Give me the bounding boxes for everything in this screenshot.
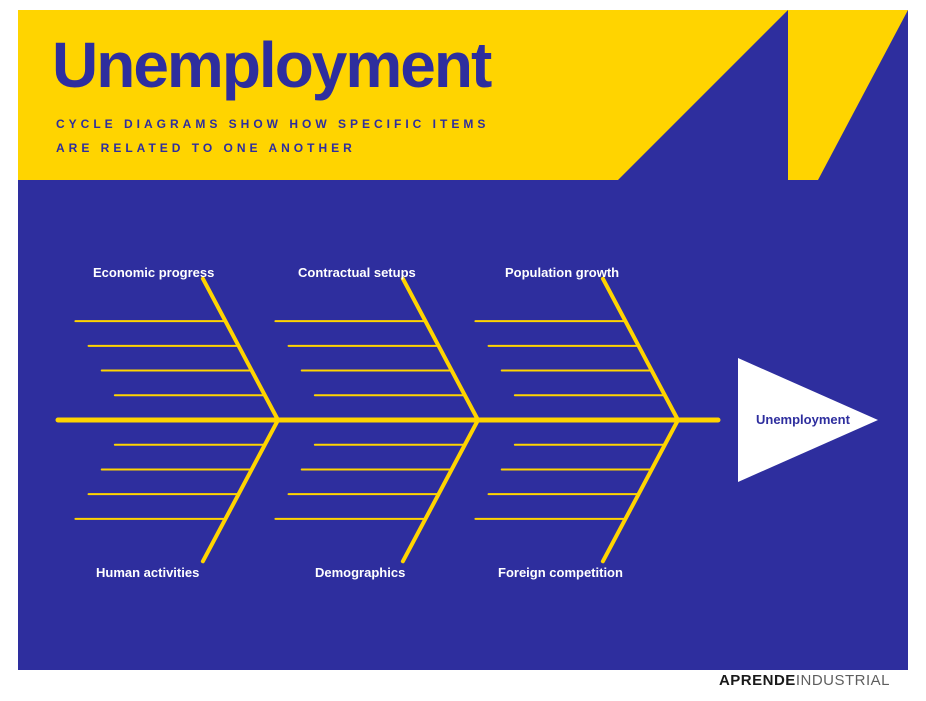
brand-bold: APRENDE bbox=[719, 672, 796, 689]
diagram-canvas: Unemployment CYCLE DIAGRAMS SHOW HOW SPE… bbox=[18, 10, 908, 670]
page-title: Unemployment bbox=[52, 28, 490, 102]
bone-label-bottom-0: Human activities bbox=[96, 565, 199, 580]
brand-thin: INDUSTRIAL bbox=[796, 672, 890, 689]
bone-label-top-0: Economic progress bbox=[93, 265, 214, 280]
header-triangle-cut-2 bbox=[818, 10, 908, 180]
page-subtitle: CYCLE DIAGRAMS SHOW HOW SPECIFIC ITEMS A… bbox=[56, 112, 489, 160]
footer-brand: APRENDEINDUSTRIAL bbox=[719, 672, 890, 689]
bone-label-bottom-1: Demographics bbox=[315, 565, 405, 580]
bone-label-bottom-2: Foreign competition bbox=[498, 565, 623, 580]
bone-label-top-1: Contractual setups bbox=[298, 265, 416, 280]
subtitle-line1: CYCLE DIAGRAMS SHOW HOW SPECIFIC ITEMS bbox=[56, 117, 489, 131]
header-band: Unemployment CYCLE DIAGRAMS SHOW HOW SPE… bbox=[18, 10, 908, 180]
subtitle-line2: ARE RELATED TO ONE ANOTHER bbox=[56, 141, 356, 155]
header-triangle-cut-1 bbox=[618, 10, 788, 180]
effect-label: Unemployment bbox=[756, 412, 850, 427]
bone-label-top-2: Population growth bbox=[505, 265, 619, 280]
